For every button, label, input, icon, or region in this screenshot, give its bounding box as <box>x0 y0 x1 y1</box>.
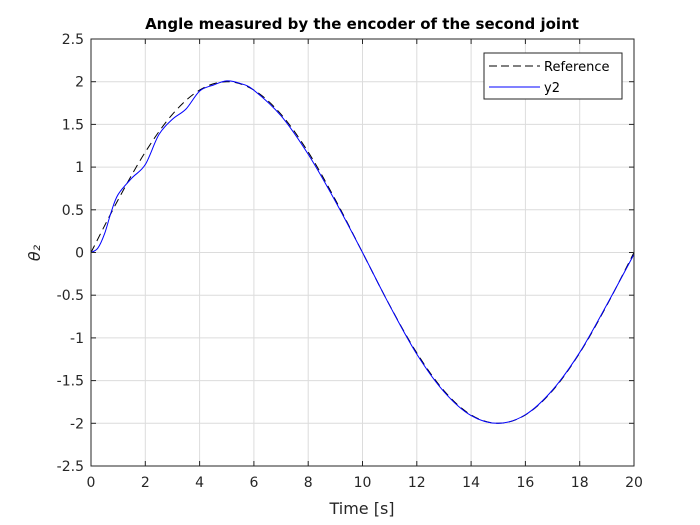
legend-label-reference: Reference <box>544 60 609 75</box>
y-tick-label: -2 <box>70 416 84 432</box>
y-axis-label: θ₂ <box>25 244 44 261</box>
ticks: 0 2 4 6 8 10 12 14 16 18 20 -2.5 -2 -1.5 -1 -0.5 0 0.5 1 1.… <box>57 32 643 491</box>
x-tick-label: 0 <box>87 475 96 491</box>
y-tick-label: 0.5 <box>62 203 84 219</box>
series-line-y2 <box>90 80 635 424</box>
x-tick-label: 12 <box>408 475 426 491</box>
x-tick-label: 20 <box>625 475 643 491</box>
x-tick-label: 8 <box>304 475 313 491</box>
x-tick-label: 16 <box>516 475 534 491</box>
legend-label-y2: y2 <box>544 81 560 96</box>
y-tick-label: 0 <box>75 246 84 262</box>
x-axis-label: Time [s] <box>328 499 394 518</box>
y-tick-label: -0.5 <box>57 288 84 304</box>
legend-box <box>483 52 623 100</box>
y-tick-label: -1 <box>70 331 84 347</box>
series-layer <box>90 80 635 424</box>
y-tick-label: 1.5 <box>62 117 84 133</box>
y-tick-label: 2.5 <box>62 32 84 48</box>
x-tick-label: 2 <box>141 475 150 491</box>
y-tick-label: 2 <box>75 75 84 91</box>
chart-title: Angle measured by the encoder of the sec… <box>145 15 579 33</box>
y-tick-label: 1 <box>75 160 84 176</box>
x-tick-label: 4 <box>195 475 204 491</box>
y-tick-label: -1.5 <box>57 374 84 390</box>
x-tick-label: 10 <box>354 475 372 491</box>
y-tick-label: -2.5 <box>57 459 84 475</box>
x-tick-label: 18 <box>571 475 589 491</box>
legend: Reference y2 <box>483 52 623 100</box>
x-tick-label: 6 <box>249 475 258 491</box>
x-tick-label: 14 <box>462 475 480 491</box>
